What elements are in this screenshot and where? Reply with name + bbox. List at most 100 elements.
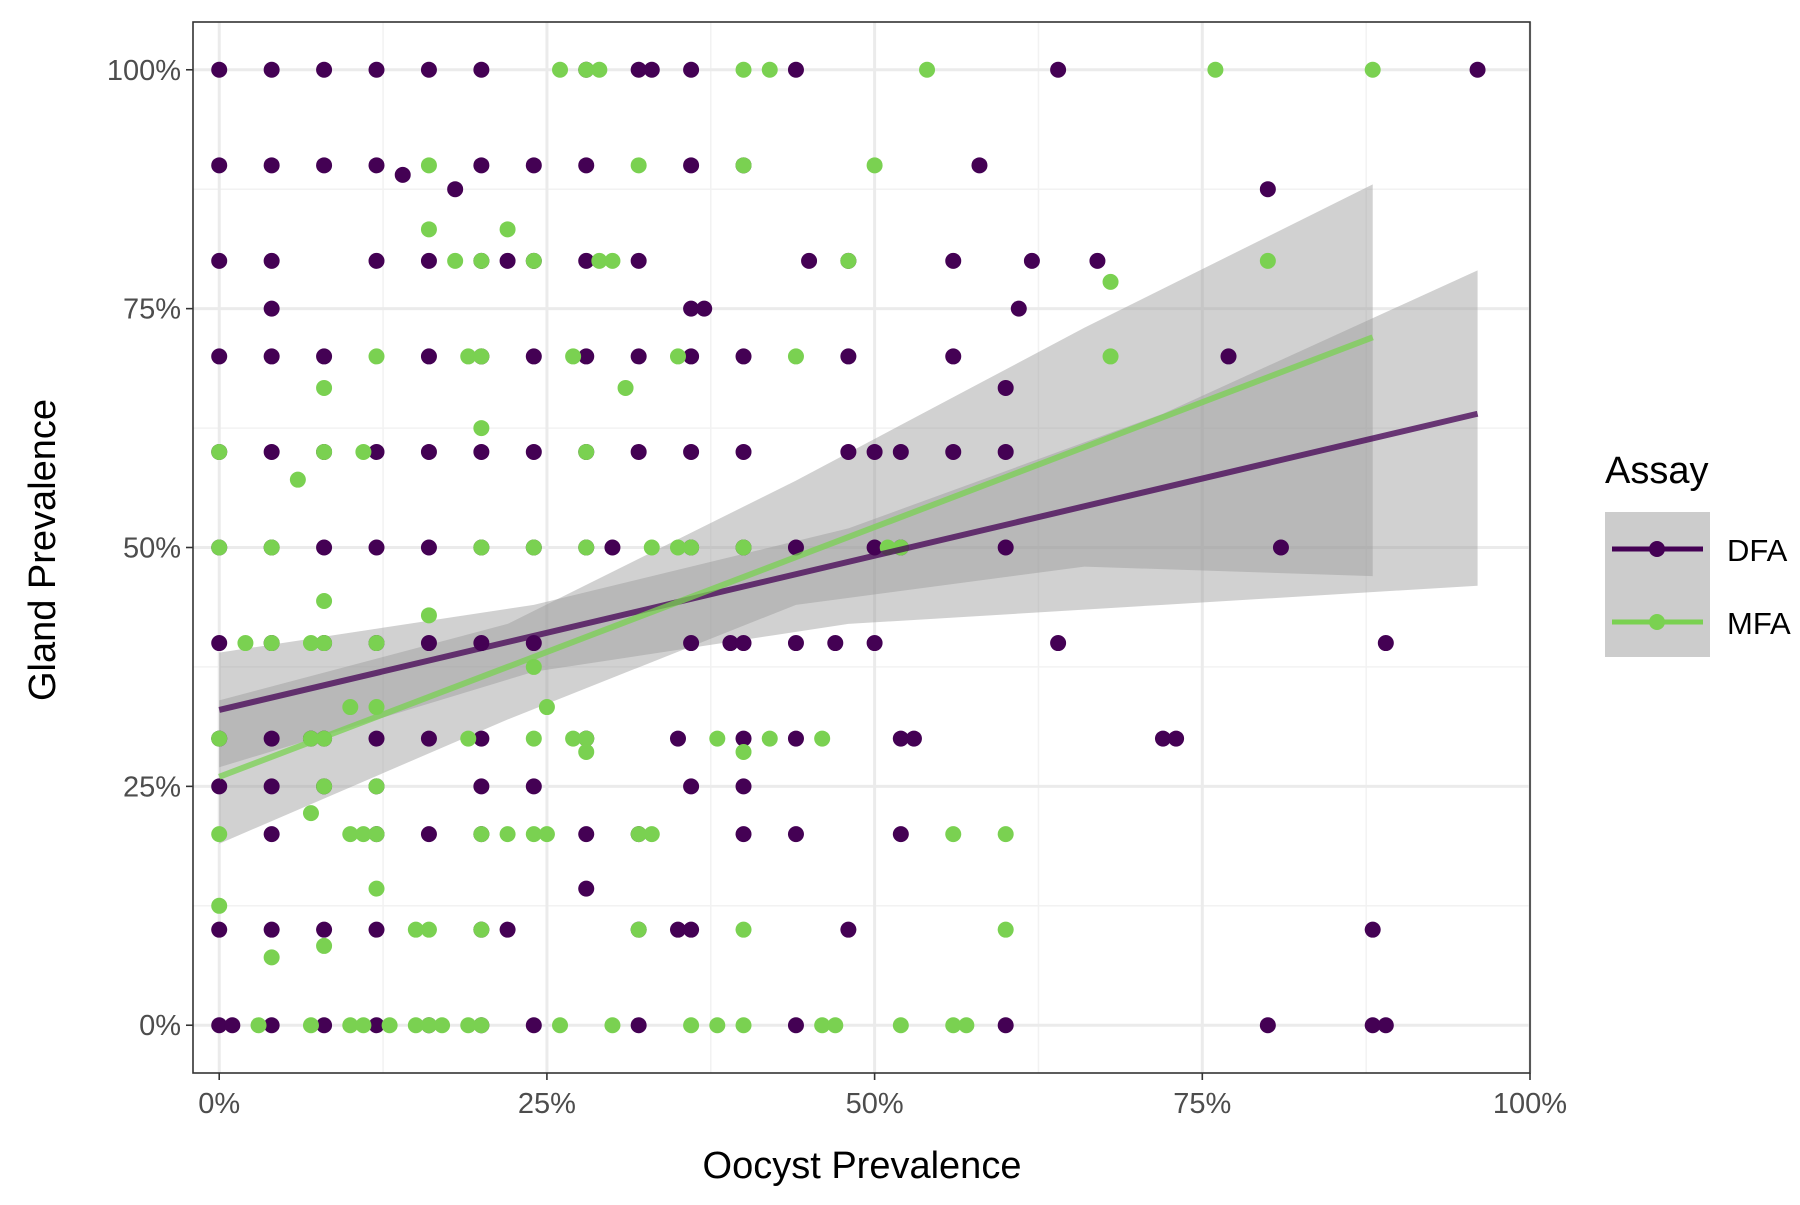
data-point-mfa: [735, 157, 752, 174]
data-point-mfa: [565, 348, 582, 365]
data-point-mfa: [368, 699, 385, 716]
data-point-mfa: [289, 471, 306, 488]
x-tick-label: 75%: [1173, 1088, 1231, 1120]
data-point-mfa: [525, 826, 542, 843]
data-point-dfa: [316, 348, 333, 365]
data-point-mfa: [499, 826, 516, 843]
data-point-dfa: [1168, 730, 1185, 747]
data-point-mfa: [473, 348, 490, 365]
data-point-mfa: [499, 221, 516, 238]
data-point-dfa: [578, 880, 595, 897]
data-point-dfa: [892, 730, 909, 747]
data-point-dfa: [997, 379, 1014, 396]
data-point-dfa: [735, 348, 752, 365]
data-point-mfa: [578, 61, 595, 78]
data-point-mfa: [368, 778, 385, 795]
data-point-mfa: [381, 1017, 398, 1034]
data-point-dfa: [211, 635, 228, 652]
data-point-dfa: [630, 1017, 647, 1034]
data-point-dfa: [263, 921, 280, 938]
data-point-dfa: [420, 443, 437, 460]
data-point-mfa: [578, 730, 595, 747]
data-point-mfa: [683, 1017, 700, 1034]
data-point-dfa: [683, 635, 700, 652]
data-point-dfa: [263, 61, 280, 78]
data-point-dfa: [1050, 61, 1067, 78]
data-point-dfa: [420, 635, 437, 652]
data-point-dfa: [578, 157, 595, 174]
fit-lines: [218, 334, 1479, 780]
data-point-dfa: [1259, 181, 1276, 198]
data-point-dfa: [945, 443, 962, 460]
data-point-mfa: [735, 921, 752, 938]
data-point-mfa: [630, 157, 647, 174]
data-point-dfa: [525, 157, 542, 174]
data-point-mfa: [525, 730, 542, 747]
data-point-dfa: [211, 61, 228, 78]
data-point-mfa: [552, 61, 569, 78]
data-point-dfa: [866, 539, 883, 556]
data-point-dfa: [997, 443, 1014, 460]
data-point-mfa: [302, 635, 319, 652]
data-point-dfa: [683, 443, 700, 460]
data-point-mfa: [735, 743, 752, 760]
data-point-dfa: [447, 181, 464, 198]
data-point-dfa: [945, 252, 962, 269]
data-point-mfa: [263, 635, 280, 652]
legend: Assay DFA MFA: [1605, 450, 1791, 657]
data-point-mfa: [1102, 273, 1119, 290]
data-point-mfa: [473, 1017, 490, 1034]
data-point-dfa: [683, 300, 700, 317]
data-point-dfa: [263, 252, 280, 269]
data-point-dfa: [1364, 921, 1381, 938]
data-point-dfa: [787, 730, 804, 747]
data-point-mfa: [473, 826, 490, 843]
data-point-dfa: [263, 443, 280, 460]
fit-line-dfa: [218, 410, 1479, 713]
data-point-mfa: [735, 539, 752, 556]
data-point-dfa: [368, 730, 385, 747]
data-point-mfa: [355, 443, 372, 460]
data-point-dfa: [683, 61, 700, 78]
data-point-mfa: [814, 1017, 831, 1034]
data-point-dfa: [683, 157, 700, 174]
data-point-dfa: [1377, 635, 1394, 652]
data-point-dfa: [971, 157, 988, 174]
y-tick-label: 0%: [139, 1010, 181, 1042]
data-points: [211, 61, 1486, 1034]
data-point-mfa: [420, 221, 437, 238]
data-point-mfa: [211, 897, 228, 914]
data-point-dfa: [735, 826, 752, 843]
data-point-mfa: [316, 778, 333, 795]
data-point-dfa: [211, 348, 228, 365]
data-point-dfa: [801, 252, 818, 269]
data-point-dfa: [1469, 61, 1486, 78]
data-point-dfa: [630, 348, 647, 365]
data-point-dfa: [787, 826, 804, 843]
data-point-mfa: [407, 921, 424, 938]
data-point-dfa: [827, 635, 844, 652]
data-point-dfa: [866, 635, 883, 652]
data-point-dfa: [683, 921, 700, 938]
data-point-mfa: [420, 157, 437, 174]
data-point-dfa: [525, 778, 542, 795]
data-point-dfa: [263, 157, 280, 174]
data-point-mfa: [473, 539, 490, 556]
data-point-mfa: [840, 252, 857, 269]
data-point-dfa: [368, 443, 385, 460]
data-point-dfa: [473, 157, 490, 174]
x-tick-label: 0%: [198, 1088, 240, 1120]
data-point-mfa: [735, 1017, 752, 1034]
data-point-mfa: [866, 157, 883, 174]
data-point-mfa: [552, 1017, 569, 1034]
data-point-dfa: [840, 921, 857, 938]
data-point-dfa: [263, 826, 280, 843]
data-point-dfa: [263, 778, 280, 795]
data-point-mfa: [407, 1017, 424, 1034]
data-point-mfa: [578, 743, 595, 760]
data-point-mfa: [735, 61, 752, 78]
data-point-dfa: [211, 1017, 228, 1034]
data-point-mfa: [447, 252, 464, 269]
data-point-dfa: [368, 539, 385, 556]
data-point-dfa: [892, 443, 909, 460]
